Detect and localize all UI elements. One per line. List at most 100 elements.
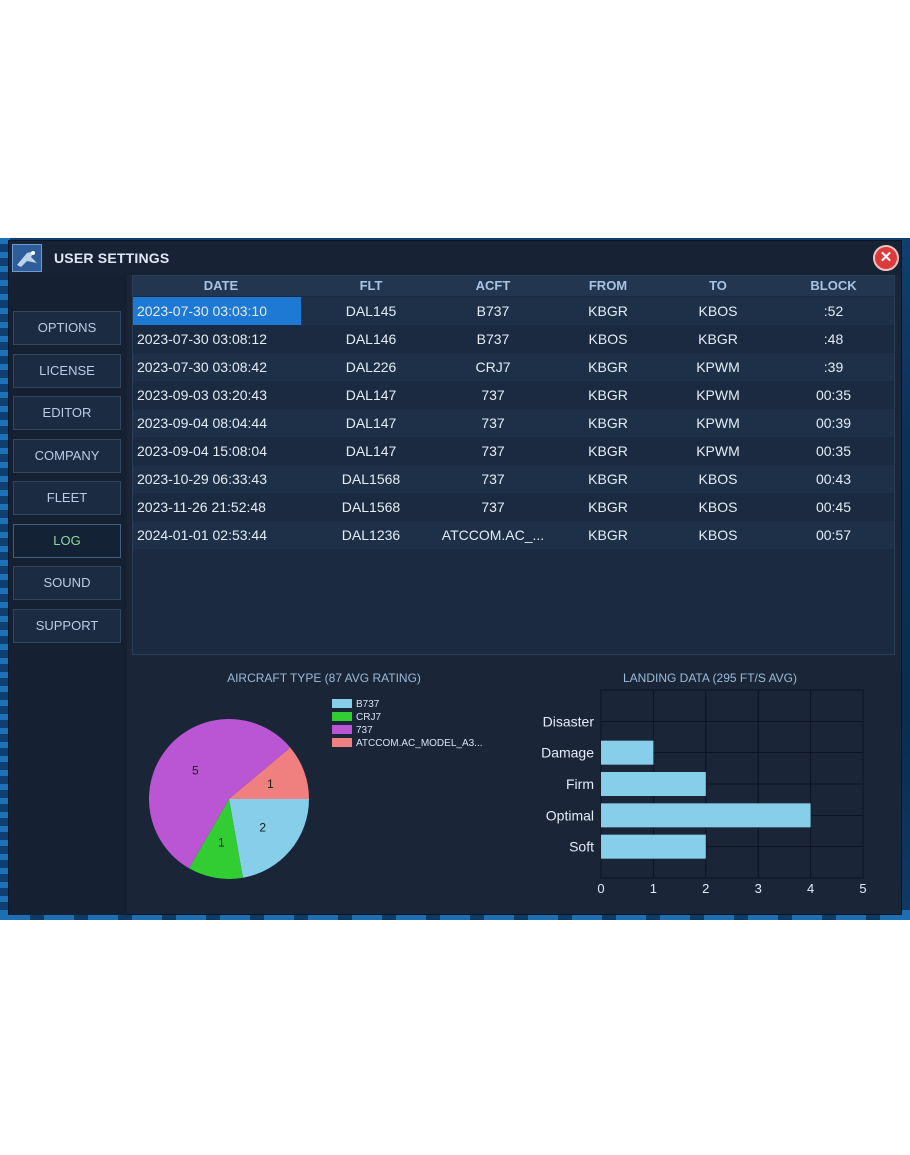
cell-date: 2023-09-03 03:20:43 [137,387,267,403]
sidebar-item-support[interactable]: SUPPORT [13,608,121,643]
close-button[interactable]: ✕ [873,245,899,271]
cell-acft: 737 [481,471,505,487]
pie-slice-737 [148,719,291,869]
pie-data-label: 1 [267,777,274,791]
sidebar-item-log[interactable]: LOG [13,523,121,558]
cell-flt: DAL145 [345,303,397,319]
pie-data-label: 5 [192,764,199,778]
legend-label: 737 [356,725,373,736]
cell-block: :39 [823,359,844,375]
sidebar: OPTIONS LICENSE EDITOR COMPANY FLEET LOG SOUND… [9,275,127,915]
cell-from: KBGR [588,359,628,375]
cell-block: 00:35 [815,443,852,459]
legend-swatch [332,725,352,734]
landing-data-bar-chart: 0 1 2 3 4 5 Disaster Damage Firm Optimal Soft [541,689,867,896]
cell-block: 00:35 [815,387,852,403]
sidebar-item-editor[interactable]: EDITOR [13,396,121,430]
table-row[interactable]: 2023-07-30 03:03:10 DAL145 B737 KBGR KBOS:52 [133,297,894,325]
bar-firm [601,772,706,796]
cell-to: KPWM [696,443,740,459]
column-header-acft[interactable]: ACFT [475,278,511,293]
x-tick-label: 5 [859,881,866,896]
cell-block: :48 [823,331,844,347]
table-row[interactable]: 2023-09-04 15:08:04 DAL147 737 KBGR KPWM 00:3… [133,437,894,465]
column-header-to[interactable]: TO [709,278,727,293]
cell-acft: 737 [481,387,505,403]
column-header-flt[interactable]: FLT [359,278,383,293]
sidebar-item-fleet[interactable]: FLEET [13,481,121,515]
table-row[interactable]: 2023-09-03 03:20:43 DAL147 737 KBGR KPWM 00:3… [133,381,894,409]
x-tick-label: 1 [650,881,657,896]
pie-chart-title: AIRCRAFT TYPE (87 AVG RATING) [227,671,421,685]
cell-acft: B737 [476,303,510,319]
column-header-date[interactable]: DATE [203,278,239,293]
cell-to: KPWM [696,387,740,403]
sidebar-item-company[interactable]: COMPANY [13,438,121,473]
cell-flt: DAL147 [345,387,397,403]
cell-to: KBGR [698,331,738,347]
cell-date: 2023-07-30 03:08:12 [137,331,267,347]
cell-acft: ATCCOM.AC_... [441,527,545,543]
y-category-label: Firm [566,776,594,792]
cell-flt: DAL147 [345,415,397,431]
legend-swatch [332,699,352,708]
table-row[interactable]: 2023-09-04 08:04:44 DAL147 737 KBGR KPWM 00:3… [133,409,894,437]
table-row[interactable]: 2023-07-30 03:08:42 DAL226 CRJ7 KBGR KPWM:39 [133,353,894,381]
x-tick-label: 0 [597,881,604,896]
cell-from: KBGR [588,443,628,459]
cell-flt: DAL226 [345,359,397,375]
cell-to: KBOS [698,471,738,487]
cell-date: 2024-01-01 02:53:44 [137,527,267,543]
table-row[interactable]: 2023-10-29 06:33:43 DAL1568 737 KBGR KBOS 00:… [133,465,894,493]
app-logo-icon [12,244,42,272]
table-row[interactable]: 2024-01-01 02:53:44 DAL1236 ATCCOM.AC_... K… [133,521,894,549]
cell-date: 2023-10-29 06:33:43 [137,471,267,487]
user-settings-dialog: USER SETTINGS ✕ OPTIONS LICENSE EDITOR COMP… [8,240,902,915]
aircraft-type-pie-chart: 2 1 5 1 B737 CRJ7 737 ATCCOM.AC_MODEL_A3... [148,699,483,879]
column-header-from[interactable]: FROM [588,278,628,293]
cell-from: KBGR [588,499,628,515]
cell-block: 00:57 [815,527,852,543]
sidebar-item-license[interactable]: LICENSE [13,353,121,388]
cell-date: 2023-07-30 03:03:10 [133,297,301,325]
cell-acft: 737 [481,415,505,431]
y-category-label: Disaster [543,713,595,729]
table-row[interactable]: 2023-07-30 03:08:12 DAL146 B737 KBOS KBGR:48 [133,325,894,353]
y-category-label: Damage [541,745,594,761]
cell-flt: DAL1568 [341,471,401,487]
cell-from: KBGR [588,471,628,487]
cell-date: 2023-11-26 21:52:48 [137,499,266,515]
sidebar-item-sound[interactable]: SOUND [13,566,121,600]
cell-date: 2023-07-30 03:08:42 [137,359,267,375]
table-row[interactable]: 2023-11-26 21:52:48 DAL1568 737 KBGR KBOS 00:… [133,493,894,521]
cell-to: KBOS [698,499,738,515]
cell-acft: 737 [481,443,505,459]
legend-label: ATCCOM.AC_MODEL_A3... [356,738,483,749]
flight-log-table: DATE FLT ACFT FROM TO BLOCK 2023-07-30 03:03:… [132,275,895,655]
cell-from: KBOS [588,331,628,347]
pie-slice-crj7 [189,799,243,879]
bar-damage [601,740,654,765]
x-tick-label: 4 [807,881,814,896]
x-tick-label: 2 [702,881,709,896]
pie-slice-b737 [229,799,309,878]
cell-from: KBGR [588,415,628,431]
column-header-block[interactable]: BLOCK [810,278,857,293]
cell-date: 2023-09-04 15:08:04 [137,443,267,459]
pie-slice-atccom-ac-model-a3- [229,747,309,799]
cell-block: 00:39 [815,415,852,431]
legend-swatch [332,712,352,721]
cell-block: 00:45 [815,499,852,515]
table-header: DATE FLT ACFT FROM TO BLOCK [133,276,894,296]
cell-block: :52 [823,303,844,319]
cell-to: KPWM [696,359,740,375]
cell-flt: DAL147 [345,443,397,459]
sidebar-item-options[interactable]: OPTIONS [13,311,121,345]
cell-date: 2023-09-04 08:04:44 [137,415,267,431]
x-tick-label: 3 [755,881,762,896]
cell-flt: DAL146 [345,331,397,347]
cell-block: 00:43 [815,471,852,487]
cell-from: KBGR [588,387,628,403]
legend-swatch [332,738,352,747]
window-title: USER SETTINGS [54,250,170,266]
